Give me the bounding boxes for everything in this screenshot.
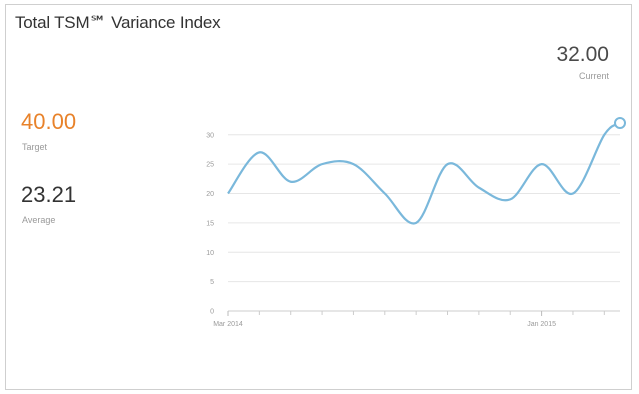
y-tick-label: 20	[206, 191, 214, 198]
current-point-marker	[614, 117, 626, 129]
y-tick-label: 0	[210, 309, 214, 316]
current-value: 32.00	[556, 43, 609, 66]
card-title: Total TSM℠ Variance Index	[15, 13, 221, 32]
y-tick-label: 5	[210, 279, 214, 286]
y-tick-label: 25	[206, 162, 214, 169]
line-chart: 0 5 10 15 20 25 30 Mar 2014 Jan 2015	[206, 117, 626, 328]
y-tick-label: 10	[206, 250, 214, 257]
target-value: 40.00	[21, 109, 77, 134]
chart-card: Total TSM℠ Variance Index 32.00 Current …	[5, 4, 632, 390]
y-tick-label: 30	[206, 132, 214, 139]
current-label: Current	[578, 71, 609, 81]
y-tick-label: 15	[206, 220, 214, 227]
series-line	[227, 122, 621, 225]
average-label: Average	[22, 215, 56, 225]
x-tick-label: Mar 2014	[213, 321, 243, 328]
x-tick-label: Jan 2015	[527, 321, 556, 328]
target-label: Target	[22, 142, 48, 152]
average-value: 23.21	[21, 182, 77, 207]
